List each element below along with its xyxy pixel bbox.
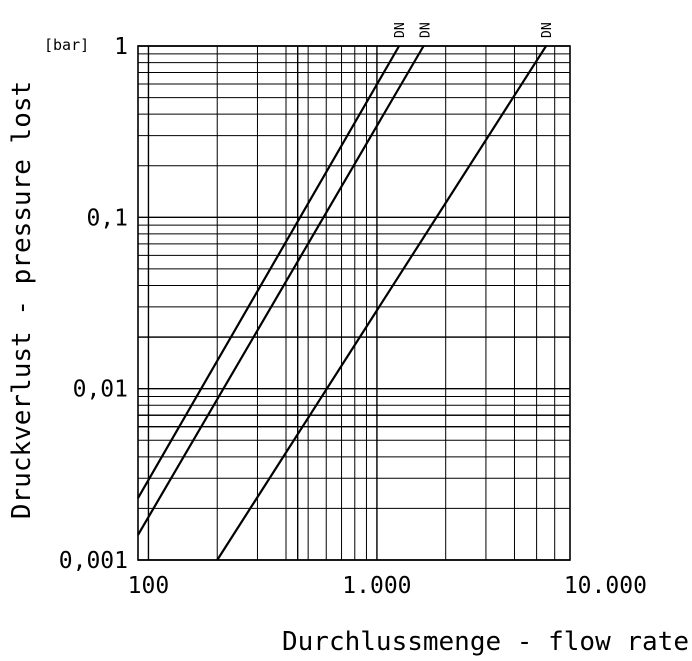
reference-lines [138,46,570,560]
tick-labels: 100 1.000 10.000 1 0,1 0,01 0,001 [59,34,647,599]
y-tick-label: 0,1 [86,205,128,231]
series-line [216,45,547,561]
y-axis-label: Druckverlust - pressure lost [7,81,37,519]
chart-series: DN DN DN [137,22,555,561]
y-tick-label: 1 [114,34,128,60]
y-tick-label: 0,001 [59,548,128,574]
series-label: DN [540,22,555,38]
x-axis-label: Durchlussmenge - flow rate [282,627,689,657]
y-unit-label: [bar] [44,36,89,54]
series-label: DN [419,22,434,38]
y-tick-label: 0,01 [73,377,128,403]
x-tick-label: 100 [128,573,170,599]
series-line [137,45,425,536]
plot-frame [137,45,571,561]
series-line [137,45,401,499]
x-tick-label: 10.000 [564,573,647,599]
x-tick-label: 1.000 [342,573,411,599]
series-label: DN [393,22,408,38]
